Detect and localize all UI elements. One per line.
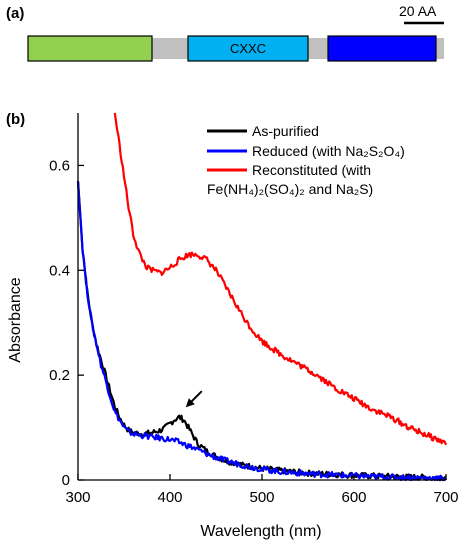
x-axis-title: Wavelength (nm) — [200, 523, 321, 540]
x-tick-label: 500 — [249, 489, 274, 506]
arrow-head — [185, 398, 195, 408]
scale-bar-label: 20 AA — [399, 3, 437, 19]
x-tick-label: 300 — [65, 489, 90, 506]
legend: As-purified Reduced (with Na₂S₂O₄) Recon… — [207, 123, 405, 197]
y-axis-title: Absorbance — [7, 277, 24, 362]
domain-cxxc — [187, 35, 309, 62]
domain-map: CXXC — [27, 35, 444, 62]
y-tick-label: 0 — [62, 472, 70, 489]
panel-a-label: (a) — [6, 5, 24, 22]
absorbance-chart: 300 400 500 600 700 0 0.2 0.4 0.6 As-purified Re… — [49, 112, 459, 506]
domain-green — [27, 35, 153, 62]
axes: 300 400 500 600 700 0 0.2 0.4 0.6 — [49, 113, 459, 506]
series-line-reconstituted — [113, 112, 448, 446]
legend-label-reconstituted-1: Reconstituted (with — [252, 162, 371, 178]
legend-label-reduced: Reduced (with Na₂S₂O₄) — [252, 143, 405, 159]
legend-label-reconstituted-2: Fe(NH₄)₂(SO₄)₂ and Na₂S) — [207, 181, 373, 197]
y-tick-label: 0.4 — [49, 262, 70, 279]
x-tick-label: 700 — [433, 489, 458, 506]
domain-cxxc-label: CXXC — [230, 41, 266, 56]
y-tick-label: 0.6 — [49, 157, 70, 174]
series-line-reduced — [76, 181, 447, 482]
annotation-layer — [185, 390, 203, 408]
x-tick-label: 400 — [157, 489, 182, 506]
scale-bar: 20 AA — [399, 3, 444, 25]
y-tick-label: 0.2 — [49, 367, 70, 384]
x-tick-label: 600 — [341, 489, 366, 506]
domain-blue — [327, 35, 437, 62]
legend-label-as-purified: As-purified — [252, 123, 319, 139]
panel-b-label: (b) — [6, 111, 25, 128]
series-layer — [76, 112, 448, 482]
